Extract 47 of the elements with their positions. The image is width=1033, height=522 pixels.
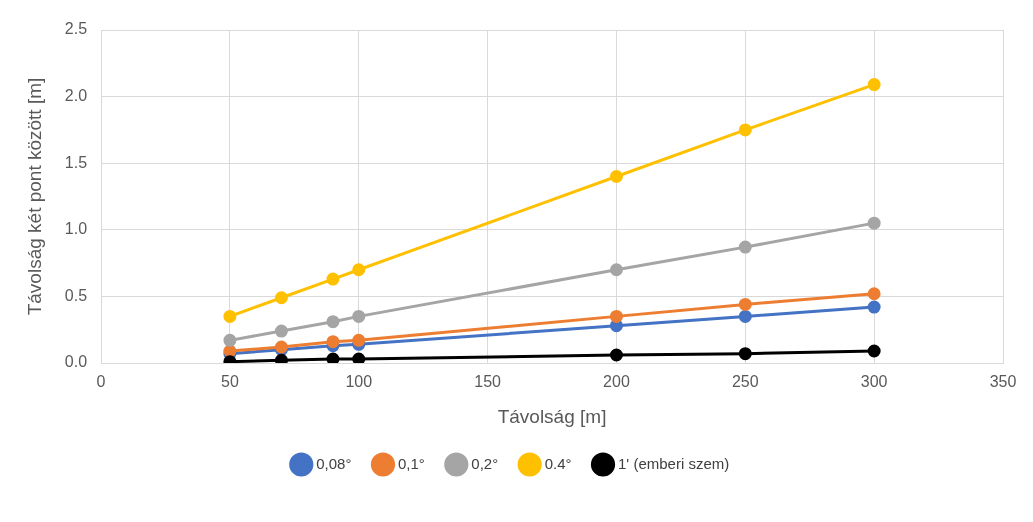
point (326, 352, 340, 363)
y-tick-label: 1.5 (64, 153, 88, 171)
point (867, 300, 881, 314)
point (326, 315, 340, 329)
point (867, 344, 881, 358)
legend-label: 0,2° (471, 454, 499, 472)
y-tick-label: 1.0 (64, 220, 88, 238)
point (609, 170, 623, 184)
y-tick-label: 2.0 (64, 87, 88, 105)
point (738, 240, 752, 254)
point (274, 291, 288, 305)
legend-label: 0,08° (316, 454, 352, 472)
x-axis-title: Távolság [m] (497, 405, 607, 427)
legend-label: 1' (emberi szem) (618, 454, 730, 472)
point (326, 272, 340, 286)
legend-label: 0.4° (544, 454, 572, 472)
x-tick-label: 100 (345, 373, 373, 391)
point (352, 263, 366, 277)
point (609, 348, 623, 362)
point (274, 324, 288, 338)
legend-label: 0,1° (397, 454, 425, 472)
point (352, 333, 366, 347)
point (326, 335, 340, 349)
point (738, 347, 752, 361)
x-tick-label: 350 (989, 373, 1017, 391)
y-axis-title: Távolság két pont között [m] (23, 77, 45, 316)
y-tick-label: 2.5 (64, 20, 88, 38)
point (867, 78, 881, 92)
x-tick-label: 250 (731, 373, 759, 391)
point (352, 309, 366, 323)
point (867, 287, 881, 301)
point (609, 263, 623, 277)
x-tick-label: 0 (96, 373, 106, 391)
point (738, 123, 752, 137)
x-tick-label: 200 (603, 373, 630, 391)
point (867, 216, 881, 230)
point (223, 309, 237, 323)
x-tick-label: 50 (220, 373, 239, 391)
x-tick-label: 300 (860, 373, 888, 391)
y-tick-label: 0.0 (64, 353, 88, 371)
y-tick-label: 0.5 (64, 286, 88, 304)
point (609, 309, 623, 323)
point (738, 297, 752, 311)
x-tick-label: 150 (474, 373, 502, 391)
point (223, 333, 237, 347)
point (738, 309, 752, 323)
point (352, 352, 366, 363)
